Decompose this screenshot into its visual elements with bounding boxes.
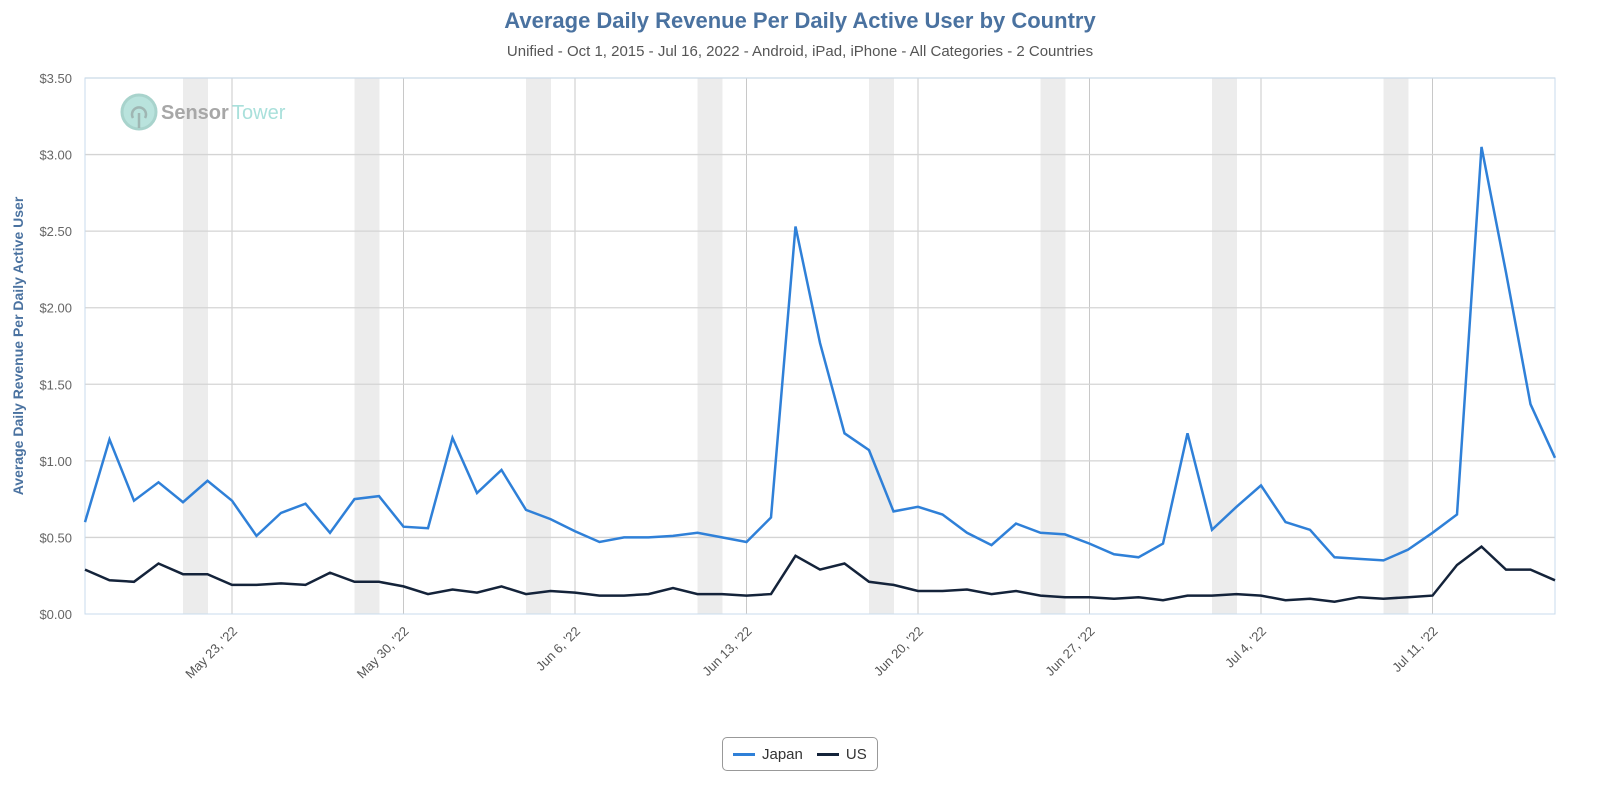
y-gridlines: [85, 77, 1555, 539]
weekend-bands: [183, 78, 1409, 614]
x-tick-label: Jul 4, '22: [1222, 624, 1269, 671]
weekend-band: [1383, 78, 1409, 614]
y-tick-label: $1.00: [39, 454, 72, 469]
x-tick-label: Jun 27, '22: [1042, 624, 1097, 679]
chart-title: Average Daily Revenue Per Daily Active U…: [504, 8, 1096, 33]
legend-label-japan: Japan: [762, 745, 803, 763]
y-tick-label: $2.50: [39, 224, 72, 239]
weekend-band: [1040, 78, 1066, 614]
plot-area-border: [84, 77, 1556, 615]
legend: Japan US: [722, 737, 878, 771]
legend-swatch-japan: [733, 752, 755, 756]
y-tick-label: $3.50: [39, 71, 72, 86]
y-tick-label: $0.50: [39, 530, 72, 545]
legend-item-japan[interactable]: Japan: [733, 746, 803, 763]
line-chart: Sensor Tower $0.00 $0.50 $1.00 $1.50 $2.00 $2…: [39, 71, 1557, 682]
x-gridlines: [231, 78, 1433, 614]
y-tick-labels: $0.00 $0.50 $1.00 $1.50 $2.00 $2.50 $3.00 $3.50: [39, 71, 72, 622]
weekend-band: [183, 78, 208, 614]
weekend-band: [354, 78, 380, 614]
x-tick-label: Jul 11, '22: [1389, 624, 1441, 676]
chart-subtitle: Unified - Oct 1, 2015 - Jul 16, 2022 - A…: [506, 43, 1094, 60]
y-tick-label: $0.00: [39, 607, 72, 622]
legend-swatch-us: [816, 752, 839, 756]
x-tick-label: Jun 13, '22: [699, 624, 754, 679]
y-tick-label: $1.50: [39, 377, 72, 392]
watermark-text-tower: Tower: [232, 102, 286, 124]
sensor-tower-logo-icon: [120, 93, 158, 131]
series-lines: [83, 146, 1557, 603]
series-line-us[interactable]: [84, 544, 1556, 603]
watermark-text-sensor: Sensor: [161, 102, 229, 124]
weekend-band: [697, 78, 723, 614]
y-tick-label: $3.00: [39, 148, 72, 163]
weekend-band: [526, 78, 551, 614]
y-tick-label: $2.00: [39, 301, 72, 316]
series-line-japan[interactable]: [83, 146, 1557, 562]
sensor-tower-watermark: Sensor Tower: [120, 93, 286, 131]
x-tick-label: May 30, '22: [354, 624, 412, 682]
x-tick-label: May 23, '22: [182, 624, 240, 682]
weekend-band: [869, 78, 894, 614]
x-tick-labels: May 23, '22 May 30, '22 Jun 6, '22 Jun 13, …: [182, 624, 1440, 682]
x-tick-label: Jun 20, '22: [871, 624, 926, 679]
legend-label-us: US: [845, 745, 867, 763]
legend-item-us[interactable]: US: [816, 745, 867, 763]
weekend-band: [1212, 78, 1237, 614]
x-tick-label: Jun 6, '22: [533, 624, 583, 674]
